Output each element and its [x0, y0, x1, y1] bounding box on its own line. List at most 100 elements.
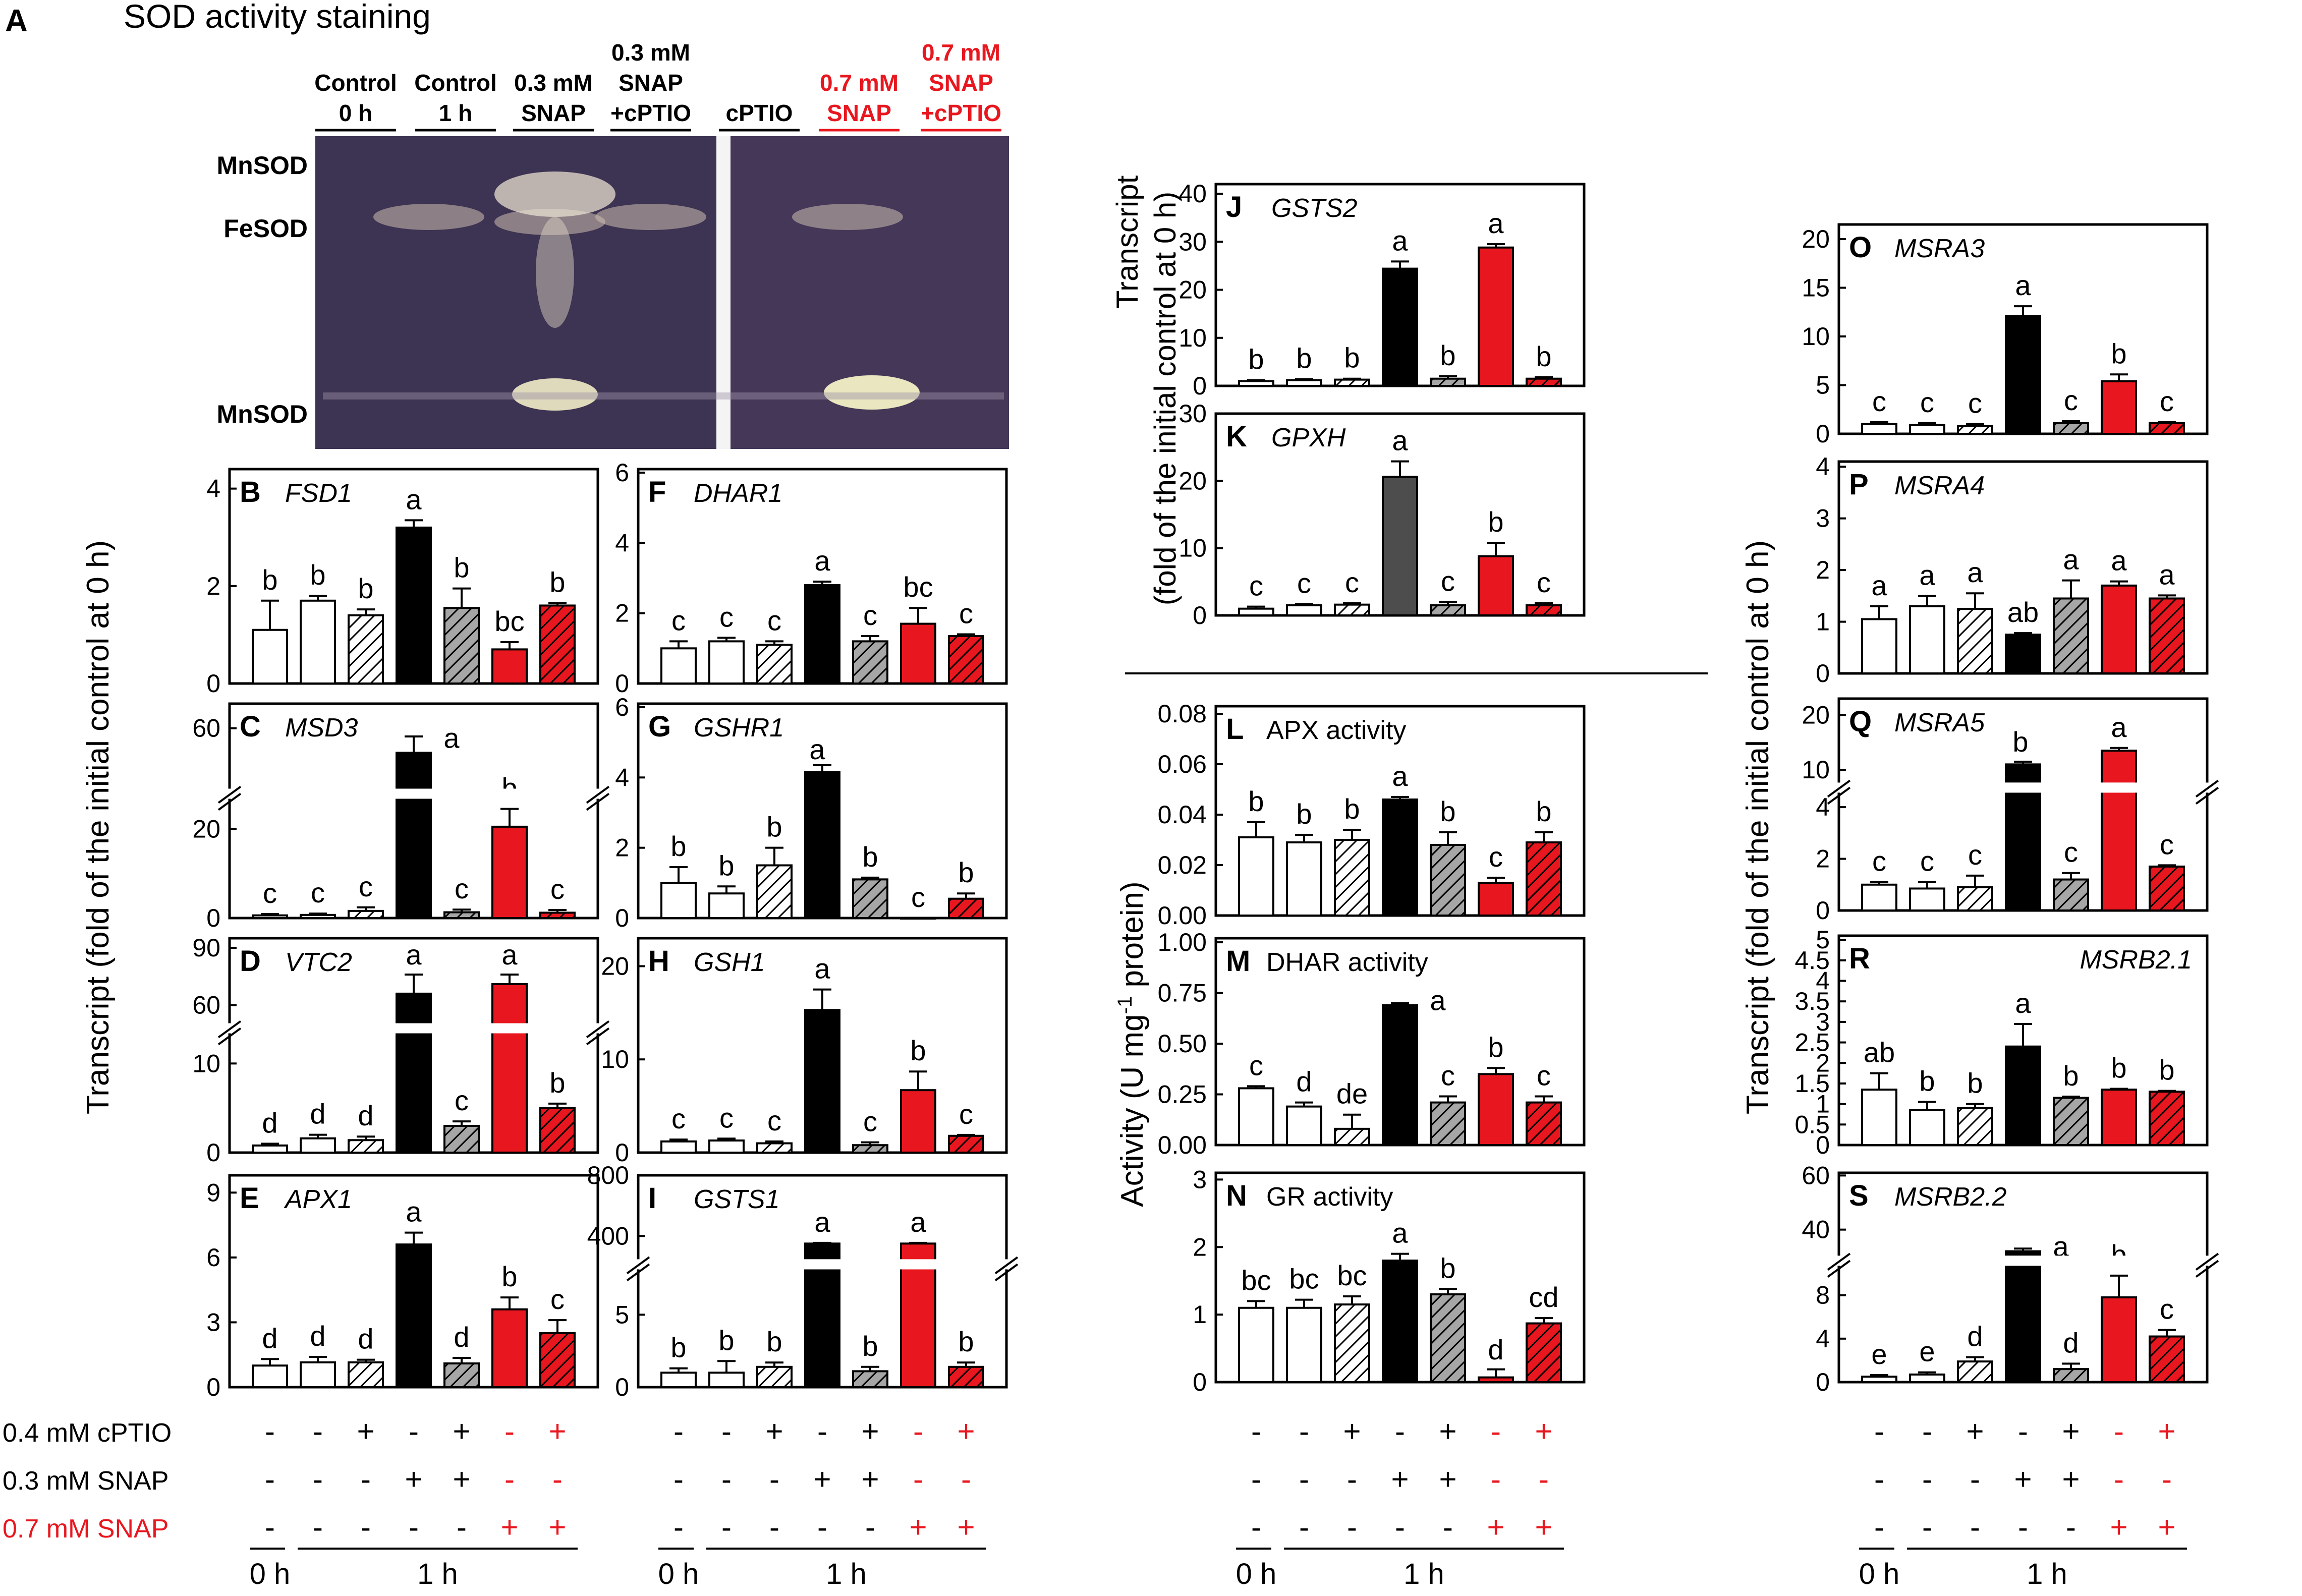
bar: [1286, 379, 1322, 387]
bar: [1526, 1322, 1562, 1383]
gel-lane-text: 0.3 mM: [514, 70, 593, 96]
treatment-sign: +: [1487, 1510, 1504, 1544]
significance-letter: cd: [1529, 1281, 1558, 1313]
gel-lane-label: Control 1 h: [414, 70, 497, 132]
significance-letter: b: [1967, 1067, 1983, 1099]
treatment-sign: +: [548, 1510, 566, 1544]
gel-lane-text: Control: [314, 70, 397, 96]
treatment-sign: +: [2062, 1414, 2080, 1448]
treatment-sign: +: [813, 1462, 831, 1496]
gel-band-fesod: [595, 204, 706, 230]
bar: [2101, 750, 2137, 911]
treatment-sign: -: [361, 1510, 371, 1544]
y-tick-label: 90: [192, 934, 220, 962]
treatment-sign: +: [548, 1414, 566, 1448]
significance-letter: c: [263, 877, 277, 909]
gel-lane-text: +cPTIO: [921, 100, 1001, 126]
treatment-sign: -: [1251, 1510, 1261, 1544]
significance-letter: a: [910, 1206, 926, 1238]
significance-letter: b: [1248, 785, 1264, 817]
y-axis-label-part: Activity (U mg: [1115, 1014, 1150, 1207]
significance-letter: ab: [1864, 1037, 1895, 1068]
treatment-sign: -: [313, 1414, 323, 1448]
bar: [491, 825, 528, 919]
bar: [348, 614, 384, 685]
bar: [1478, 555, 1514, 616]
bar: [1334, 1127, 1370, 1146]
axis-break-mark: [626, 1256, 650, 1275]
significance-letter: c: [767, 1105, 781, 1136]
significance-letter: b: [1296, 798, 1312, 830]
bar: [900, 622, 936, 685]
significance-letter: d: [262, 1107, 277, 1138]
y-tick-label: 10: [192, 1049, 220, 1077]
panel-title: DHAR1: [694, 479, 782, 508]
significance-letter: b: [2063, 1060, 2079, 1092]
treatment-sign: -: [961, 1462, 971, 1496]
bar: [396, 1243, 432, 1388]
panel-title: MSRB2.2: [1894, 1182, 2007, 1212]
panel-title: APX1: [284, 1185, 352, 1214]
y-tick-label: 60: [192, 714, 220, 743]
y-tick-label: 6: [615, 693, 629, 721]
y-axis-label: Transcript (fold of the initial control …: [81, 540, 116, 1114]
significance-letter: e: [1871, 1338, 1887, 1370]
significance-letter: b: [766, 811, 782, 843]
axis-break-mark: [994, 1256, 1019, 1275]
bar: [2149, 1335, 2185, 1384]
treatment-sign: -: [1874, 1414, 1884, 1448]
y-tick-label: 4: [1816, 452, 1830, 481]
bar-break: [396, 1023, 432, 1034]
treatment-sign: -: [673, 1414, 684, 1448]
y-tick-label: 0.5: [1794, 1110, 1830, 1138]
panel-title: GSTS2: [1271, 194, 1358, 223]
panel-title: GPXH: [1271, 423, 1346, 452]
treatment-sign: -: [1395, 1414, 1405, 1448]
bar: [1957, 1360, 1993, 1383]
significance-letter: b: [1440, 339, 1455, 371]
panel-letter: E: [240, 1182, 259, 1215]
gel-image: [315, 136, 1009, 449]
bar: [1909, 1109, 1945, 1146]
gel-lane-text: SNAP: [827, 100, 891, 126]
bar: [708, 1139, 745, 1154]
y-tick-label: 0.04: [1158, 801, 1207, 829]
panel-title: MSRB2.1: [2080, 945, 2192, 975]
y-tick-label: 4: [1816, 793, 1830, 821]
significance-letter: c: [719, 1102, 734, 1133]
significance-letter: a: [2015, 269, 2031, 301]
treatment-sign: +: [1966, 1414, 1984, 1448]
significance-letter: c: [671, 1103, 686, 1134]
bar-break: [2101, 782, 2137, 793]
y-tick-label: 60: [192, 991, 220, 1019]
time-label: 1 h: [2027, 1558, 2067, 1590]
significance-letter: a: [1392, 1217, 1408, 1249]
treatment-sign: -: [313, 1462, 323, 1496]
panel-letter: H: [648, 945, 669, 978]
significance-letter: b: [1344, 793, 1360, 825]
significance-letter: b: [910, 1035, 926, 1066]
panel-title: GR activity: [1266, 1182, 1393, 1212]
significance-letter: c: [1920, 386, 1934, 418]
y-tick-label: 0.06: [1158, 750, 1207, 778]
bar: [2149, 422, 2185, 435]
treatment-sign: -: [673, 1462, 684, 1496]
time-label: 1 h: [417, 1558, 458, 1590]
treatment-sign: -: [409, 1510, 419, 1544]
treatment-sign: +: [453, 1462, 470, 1496]
y-tick-label: 6: [206, 1243, 220, 1272]
significance-letter: d: [310, 1098, 325, 1130]
bar: [1238, 1306, 1274, 1384]
significance-letter: a: [2111, 545, 2127, 577]
y-tick-label: 2: [615, 834, 629, 862]
y-tick-label: 0.00: [1158, 1131, 1207, 1159]
treatment-sign: +: [2110, 1510, 2127, 1544]
significance-letter: c: [863, 599, 877, 631]
significance-letter: b: [549, 1067, 565, 1099]
treatment-sign: -: [1491, 1414, 1501, 1448]
significance-letter: b: [1488, 1031, 1503, 1063]
significance-letter: b: [1248, 344, 1264, 375]
significance-letter: b: [1488, 506, 1503, 538]
